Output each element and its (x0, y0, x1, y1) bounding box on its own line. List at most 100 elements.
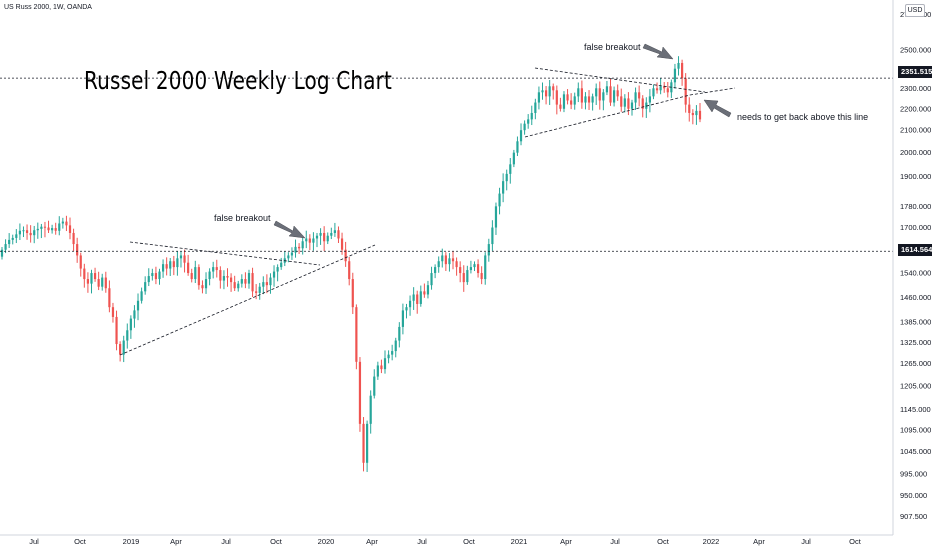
candle (401, 303, 405, 335)
candle (655, 82, 659, 94)
candle (648, 89, 651, 113)
arrow-annotation[interactable] (703, 99, 732, 118)
candle (265, 274, 268, 294)
candle (54, 222, 57, 235)
candle (423, 283, 426, 298)
candle (469, 260, 473, 274)
candle (534, 98, 537, 120)
candle (315, 232, 319, 248)
time-tick-label: Jul (801, 537, 811, 546)
time-axis: Jul Oct 2019 Apr Jul Oct 2020 Apr Jul Oct 2021 Apr J… (29, 537, 862, 546)
candle (348, 256, 351, 286)
candle (115, 310, 118, 351)
candle (140, 287, 143, 304)
candle (208, 268, 211, 286)
candle (630, 99, 634, 116)
time-tick-label: Jul (417, 537, 427, 546)
candle (416, 290, 419, 314)
candle (11, 234, 14, 245)
time-tick-label: Apr (366, 537, 378, 546)
candle (190, 268, 193, 283)
candle (43, 221, 47, 238)
candle (580, 80, 583, 109)
candle (587, 90, 591, 110)
trendline[interactable] (129, 241, 321, 266)
candle (340, 232, 344, 255)
currency-badge[interactable]: USD (905, 4, 925, 17)
candle (376, 361, 379, 380)
symbol-header[interactable]: US Russ 2000, 1W, OANDA (4, 4, 92, 11)
candle (272, 265, 276, 287)
trendline[interactable] (524, 94, 691, 138)
candle (158, 268, 161, 285)
arrow-annotation[interactable] (273, 220, 306, 239)
candle (366, 420, 369, 472)
candle (136, 293, 140, 321)
candle (229, 273, 233, 292)
candle (15, 229, 18, 244)
annotation-false-breakout-2021: false breakout (584, 42, 641, 52)
candle (659, 78, 662, 95)
candle (47, 220, 50, 234)
candle (61, 217, 64, 229)
candle (29, 225, 32, 243)
candle (119, 341, 122, 362)
candle (494, 202, 498, 235)
price-tick-label: 907.500 (900, 512, 927, 521)
candle (544, 86, 548, 105)
candle (408, 295, 412, 316)
time-tick-label: Oct (657, 537, 670, 546)
candle (459, 261, 462, 283)
candle (104, 271, 107, 293)
candle (0, 246, 4, 260)
annotation-needs-back-above-line: needs to get back above this line (737, 112, 869, 122)
trendline[interactable] (689, 87, 736, 96)
candle (437, 256, 440, 273)
candle (516, 136, 519, 157)
candle (466, 265, 469, 285)
candle (297, 243, 301, 254)
candle (498, 187, 501, 215)
time-tick-label: Apr (753, 537, 765, 546)
candle (187, 254, 190, 276)
candle (287, 252, 290, 263)
candle (491, 220, 494, 251)
candle (337, 226, 340, 243)
candle (283, 251, 286, 267)
price-tick-label: 1205.000 (900, 382, 931, 391)
candle (161, 259, 165, 278)
candle (380, 359, 383, 374)
candle (505, 169, 508, 191)
candle (51, 224, 54, 234)
candle (698, 103, 702, 123)
candle (391, 344, 394, 361)
candle (301, 235, 304, 255)
candle (584, 92, 587, 110)
trendline[interactable] (119, 244, 376, 356)
price-tick-label: 2500.000 (900, 45, 931, 54)
candle (441, 248, 444, 268)
candle (18, 223, 21, 241)
candle (620, 88, 623, 112)
candle (212, 261, 215, 279)
candle (233, 275, 236, 292)
time-tick-label: Oct (463, 537, 476, 546)
arrow-annotation[interactable] (642, 43, 674, 60)
candle (638, 85, 641, 107)
candle (537, 86, 541, 110)
candle (8, 233, 11, 249)
candle (681, 59, 684, 86)
candle (240, 274, 243, 288)
trendline[interactable] (534, 67, 706, 93)
price-tick-label: 1325.000 (900, 338, 931, 347)
price-tick-label: 995.000 (900, 470, 927, 479)
price-tick-label: 1700.000 (900, 223, 931, 232)
price-tick-label: 2200.000 (900, 104, 931, 113)
candle (566, 89, 569, 105)
candle (215, 259, 218, 278)
time-tick-label: Jul (610, 537, 620, 546)
candle (179, 251, 183, 268)
candle (623, 94, 626, 113)
